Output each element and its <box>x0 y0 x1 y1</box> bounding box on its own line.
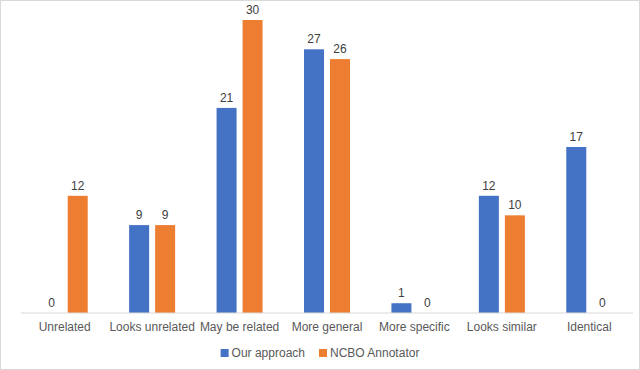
bar <box>391 303 411 313</box>
x-tick-label: More general <box>292 320 363 334</box>
bar <box>479 196 499 313</box>
data-label: 0 <box>48 296 55 310</box>
legend-label: NCBO Annotator <box>330 346 419 360</box>
labels: Unrelated 0 12 Looks unrelated 9 9 May be rela… <box>39 3 612 334</box>
bar <box>304 49 324 313</box>
data-label: 21 <box>220 91 234 105</box>
x-tick-label: Looks unrelated <box>109 320 194 334</box>
bar <box>330 59 350 313</box>
x-tick-label: May be related <box>200 320 279 334</box>
x-tick-label: Looks similar <box>467 320 537 334</box>
data-label: 26 <box>333 42 347 56</box>
legend: Our approach NCBO Annotator <box>221 346 420 360</box>
legend-label: Our approach <box>232 346 305 360</box>
data-label: 12 <box>71 179 85 193</box>
x-tick-label: Identical <box>567 320 612 334</box>
data-label: 1 <box>398 286 405 300</box>
legend-swatch <box>319 349 327 357</box>
frame <box>1 1 640 370</box>
bar <box>566 147 586 313</box>
data-label: 0 <box>599 296 606 310</box>
bar <box>155 225 175 313</box>
bar <box>243 20 263 313</box>
data-label: 9 <box>136 208 143 222</box>
data-label: 9 <box>162 208 169 222</box>
bar <box>129 225 149 313</box>
bar <box>68 196 88 313</box>
data-label: 27 <box>307 32 321 46</box>
data-label: 30 <box>246 3 260 17</box>
bars <box>68 20 587 313</box>
data-label: 17 <box>570 130 584 144</box>
data-label: 12 <box>482 179 496 193</box>
bar <box>505 215 525 313</box>
x-axis <box>21 313 633 314</box>
chart: Unrelated 0 12 Looks unrelated 9 9 May be rela… <box>0 0 640 370</box>
data-label: 10 <box>508 198 522 212</box>
legend-swatch <box>221 349 229 357</box>
bar <box>217 108 237 313</box>
x-tick-label: Unrelated <box>39 320 91 334</box>
data-label: 0 <box>424 296 431 310</box>
y-axis <box>21 20 22 313</box>
x-tick-label: More specific <box>379 320 450 334</box>
